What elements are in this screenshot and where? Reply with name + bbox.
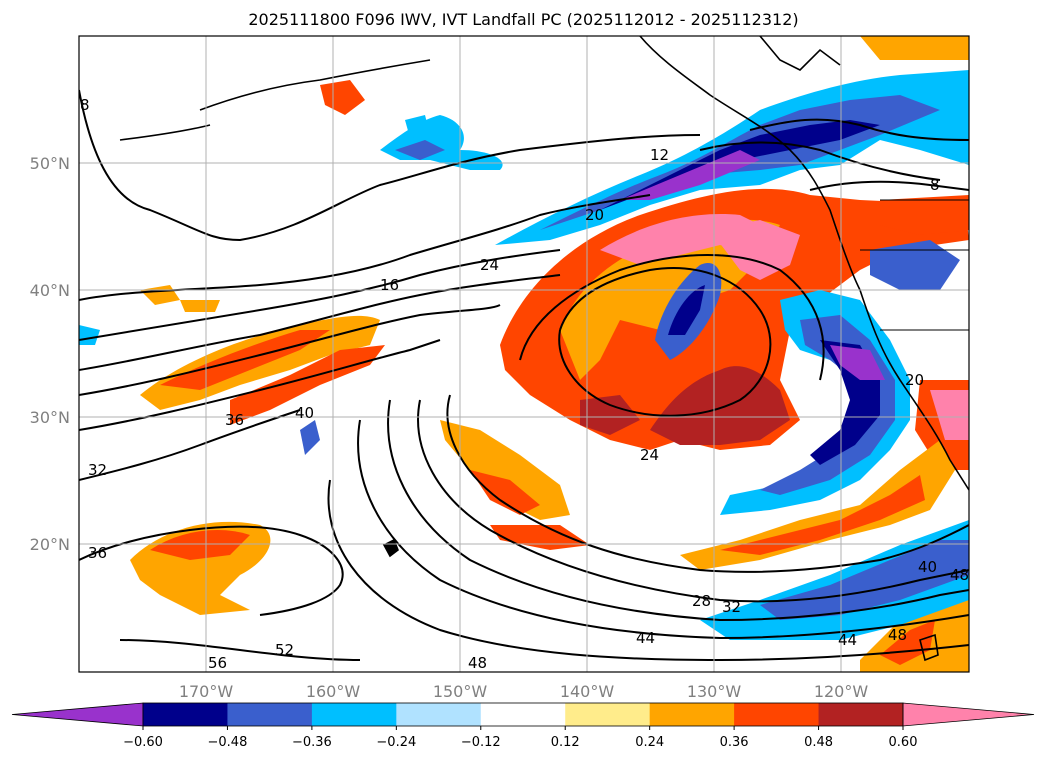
lat-label-20n: 20°N (30, 535, 70, 554)
lat-label-40n: 40°N (30, 281, 70, 300)
contour-label: 32 (88, 461, 107, 479)
contour-label: 20 (905, 371, 924, 389)
map-title: 2025111800 F096 IWV, IVT Landfall PC (20… (248, 10, 799, 29)
contour-label: 36 (88, 544, 107, 562)
contour-label: 48 (468, 654, 487, 672)
colorbar-tick-label: −0.60 (123, 735, 163, 750)
lon-label-130w: 130°W (687, 682, 742, 701)
contour-label: 28 (692, 592, 711, 610)
contour-label: 48 (950, 566, 969, 584)
lat-label-50n: 50°N (30, 154, 70, 173)
contour-label: 12 (650, 146, 669, 164)
contour-label: 44 (838, 631, 857, 649)
contour-label: 40 (918, 558, 937, 576)
lat-label-30n: 30°N (30, 408, 70, 427)
colorbar-segment (649, 703, 735, 726)
colorbar: −0.60 −0.48 −0.36 −0.24 −0.12 0.12 0.24 0.36 0.4… (11, 702, 1035, 750)
colorbar-tick-label: −0.36 (292, 735, 332, 750)
contour-label: 40 (295, 404, 314, 422)
contour-label: 48 (888, 626, 907, 644)
colorbar-tick-label: −0.48 (208, 735, 248, 750)
colorbar-tick-label: 0.12 (551, 735, 580, 750)
colorbar-segment (565, 703, 651, 726)
colorbar-frame (142, 702, 904, 727)
colorbar-tick-label: 0.60 (889, 735, 918, 750)
contour-label: 44 (636, 629, 655, 647)
contour-label: 8 (80, 96, 90, 114)
colorbar-tick-label: −0.12 (461, 735, 501, 750)
contour-label: 24 (480, 256, 499, 274)
colorbar-segment (396, 703, 482, 726)
lon-label-140w: 140°W (560, 682, 615, 701)
colorbar-segment (734, 703, 820, 726)
contour-label: 8 (930, 176, 940, 194)
colorbar-segment (818, 703, 904, 726)
contour-labels: 8 12 16 20 24 24 28 32 32 36 36 40 40 44… (80, 96, 969, 672)
lon-label-120w: 120°W (814, 682, 869, 701)
colorbar-segment (143, 703, 228, 726)
colorbar-segment (480, 703, 566, 726)
colorbar-tick-label: 0.48 (804, 735, 833, 750)
colorbar-segment (227, 703, 313, 726)
colorbar-tick-label: −0.24 (376, 735, 416, 750)
contour-label: 20 (585, 206, 604, 224)
positive-anomaly-shading (130, 36, 969, 672)
colorbar-min-arrow (11, 702, 144, 727)
contour-label: 36 (225, 411, 244, 429)
longitude-labels: 170°W 160°W 150°W 140°W 130°W 120°W (179, 682, 869, 701)
contour-label: 56 (208, 654, 227, 672)
contour-label: 16 (380, 276, 399, 294)
lon-label-160w: 160°W (306, 682, 361, 701)
colorbar-tick-label: 0.24 (635, 735, 664, 750)
colorbar-segment (311, 703, 397, 726)
contour-label: 52 (275, 641, 294, 659)
gridlines (79, 36, 969, 672)
colorbar-max-arrow (902, 702, 1035, 727)
plot-frame (78, 35, 970, 673)
colorbar-tick-label: 0.36 (720, 735, 749, 750)
contour-label: 32 (722, 598, 741, 616)
contour-label: 24 (640, 446, 659, 464)
latitude-labels: 50°N 40°N 30°N 20°N (30, 154, 70, 554)
lon-label-170w: 170°W (179, 682, 234, 701)
lon-label-150w: 150°W (433, 682, 488, 701)
